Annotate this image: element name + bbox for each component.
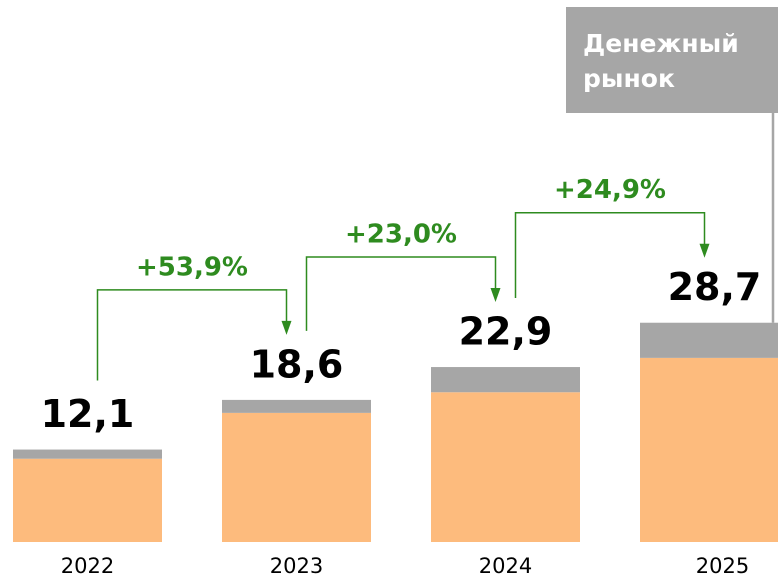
bar-segment: [431, 392, 580, 542]
bar-segment: [222, 412, 371, 542]
arrow-head: [699, 243, 710, 258]
x-tick-label: 2025: [696, 554, 749, 578]
total-label: 22,9: [459, 310, 553, 354]
total-label: 28,7: [668, 265, 762, 309]
bar-segment: [13, 458, 162, 542]
x-tick-label: 2023: [270, 554, 323, 578]
growth-label: +53,9%: [136, 252, 248, 282]
bar-segment: [640, 322, 778, 358]
x-tick-label: 2022: [61, 554, 114, 578]
x-tick-label: 2024: [479, 554, 532, 578]
legend-label: Денежный рынок: [583, 29, 739, 93]
growth-arrow: [305, 256, 497, 331]
bar-segment: [431, 367, 580, 393]
legend-label-line: Денежный: [583, 29, 739, 58]
growth-arrow: [514, 211, 706, 299]
bar-segment: [222, 399, 371, 413]
total-label: 18,6: [250, 342, 344, 386]
legend-label-line: рынок: [583, 64, 675, 93]
total-label: 12,1: [41, 392, 135, 436]
arrow-head: [490, 288, 501, 303]
growth-label: +23,0%: [345, 220, 457, 250]
bar-segment: [640, 357, 778, 542]
arrow-head: [281, 320, 292, 335]
callout-box: [566, 7, 778, 113]
bar-segment: [13, 449, 162, 459]
growth-arrow: [96, 289, 288, 381]
growth-label: +24,9%: [554, 175, 666, 205]
